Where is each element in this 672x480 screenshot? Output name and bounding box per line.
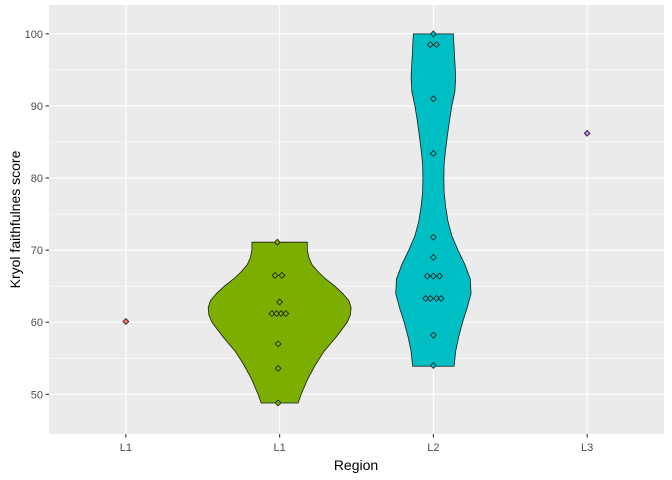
data-point — [429, 331, 437, 339]
x-tick-label: L3 — [581, 442, 593, 454]
data-point — [429, 150, 437, 157]
data-point — [432, 294, 440, 302]
data-point — [426, 41, 434, 49]
data-point — [274, 399, 282, 407]
violin-shape — [395, 33, 472, 367]
y-axis-title: Kryol faithfulnes score — [7, 150, 23, 288]
data-point — [437, 294, 445, 302]
axis-ticks — [45, 33, 588, 438]
y-tick-labels: 50 60 70 80 90 100 — [25, 29, 43, 402]
y-tick-label: 90 — [31, 101, 43, 113]
x-tick-label: L2 — [427, 442, 439, 454]
violin-shape — [207, 241, 352, 404]
data-point — [122, 318, 130, 325]
data-point — [282, 310, 290, 318]
x-tick-labels: L1 L1 L2 L3 — [120, 442, 594, 454]
data-point — [583, 129, 591, 137]
data-point — [273, 310, 281, 318]
data-point — [429, 233, 437, 241]
y-tick-label: 100 — [25, 29, 43, 41]
data-point — [277, 310, 285, 318]
x-tick-label: L1 — [274, 442, 286, 454]
data-point — [274, 364, 282, 372]
data-point — [429, 253, 437, 261]
data-point — [423, 272, 431, 280]
data-point — [432, 41, 440, 49]
data-point — [268, 310, 276, 318]
x-axis-title: Region — [334, 457, 378, 473]
y-tick-label: 70 — [31, 245, 43, 257]
data-point — [274, 340, 282, 348]
data-point — [429, 272, 437, 280]
data-point — [273, 238, 281, 246]
data-point — [426, 294, 434, 302]
data-point — [429, 30, 437, 38]
x-tick-label: L1 — [120, 442, 132, 454]
data-point — [422, 294, 430, 302]
point-layer — [122, 30, 591, 407]
data-point — [276, 298, 284, 306]
data-point — [436, 272, 443, 280]
y-tick-label: 50 — [31, 389, 43, 401]
y-tick-label: 80 — [31, 173, 43, 185]
data-point — [271, 271, 279, 279]
plot-panel — [49, 5, 664, 434]
data-point — [429, 95, 437, 103]
y-tick-label: 60 — [31, 317, 43, 329]
data-point — [278, 271, 286, 279]
data-point — [429, 362, 437, 369]
violin-layer — [207, 33, 472, 404]
